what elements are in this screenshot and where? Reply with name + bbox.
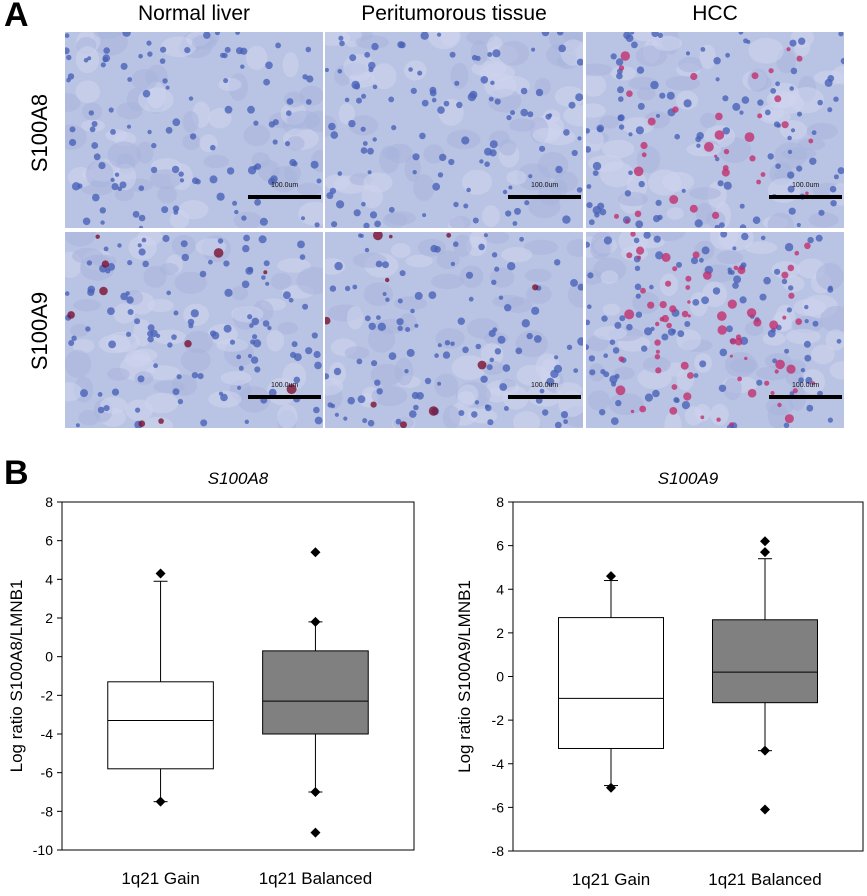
y-tick-label: 8	[496, 494, 504, 510]
scale-bar-label: 100.0um	[531, 182, 559, 189]
outlier-point	[310, 787, 321, 797]
y-tick-label: 4	[496, 581, 504, 597]
outlier-point	[606, 571, 616, 582]
scale-bar-label: 100.0um	[271, 382, 299, 389]
y-tick-label: 8	[45, 494, 53, 510]
scale-bar	[508, 195, 581, 199]
y-tick-label: -6	[492, 799, 505, 815]
box-1q21-gain	[107, 681, 214, 770]
scale-bar-label: 100.0um	[271, 182, 299, 189]
y-tick-label: 2	[45, 610, 53, 626]
y-axis-label: Log ratio S100A8/LMNB1	[7, 580, 26, 773]
column-title-peritumorous: Peritumorous tissue	[361, 2, 547, 25]
y-tick-label: -4	[492, 756, 505, 772]
box-plot-s100a9: S100A9 -8 -6 -4 -2 0 2 4 6 8 Log ratio S100A9/LMNB…	[455, 469, 864, 889]
x-category-label: 1q21 Balanced	[259, 869, 372, 888]
x-category-label: 1q21 Balanced	[708, 870, 821, 889]
histology-image-s100a9-3: 100.0um	[586, 232, 844, 428]
column-title-hcc: HCC	[692, 2, 738, 25]
y-tick-label: -8	[492, 843, 505, 859]
x-category-label: 1q21 Gain	[121, 869, 199, 888]
y-tick-label: -2	[41, 687, 54, 703]
y-axis-label: Log ratio S100A9/LMNB1	[455, 580, 474, 773]
outlier-point	[155, 568, 166, 579]
panel-a-letter: A	[4, 0, 29, 34]
outlier-point	[760, 745, 770, 756]
row-label-s100a9: S100A9	[27, 291, 52, 371]
y-tick-label: -6	[41, 765, 54, 781]
outlier-point	[760, 804, 770, 815]
box-plot-s100a8: S100A8 -10 -8 -6 -4 -2 0 2 4 6 8 Log ratio S100A8/L…	[7, 469, 415, 888]
histology-image-s100a9-1: 100.0um	[65, 232, 323, 428]
y-tick-label: 6	[45, 533, 53, 549]
scale-bar	[248, 195, 321, 199]
box-1q21-balanced	[262, 650, 369, 735]
y-tick-label: 2	[496, 625, 504, 641]
histology-image-s100a8-3: 100.0um	[586, 32, 844, 228]
y-tick-label: 0	[496, 669, 504, 685]
box-1q21-balanced	[712, 619, 818, 704]
scale-bar-label: 100.0um	[792, 182, 820, 189]
y-tick-label: 6	[496, 538, 504, 554]
histology-image-s100a8-1: 100.0um	[65, 32, 323, 228]
row-label-s100a8: S100A8	[27, 93, 52, 173]
chart-title: S100A9	[658, 469, 719, 488]
scale-bar	[508, 395, 581, 399]
scale-bar	[248, 395, 321, 399]
y-tick-label: -4	[41, 726, 54, 742]
scale-bar	[769, 195, 842, 199]
x-category-label: 1q21 Gain	[572, 870, 650, 889]
plot-frame	[61, 501, 415, 851]
y-tick-label: 0	[45, 649, 53, 665]
histology-image-s100a8-2: 100.0um	[325, 32, 583, 228]
outlier-point	[310, 547, 321, 558]
outlier-point	[310, 616, 321, 627]
outlier-point	[155, 796, 166, 807]
histology-image-s100a9-2: 100.0um	[325, 232, 583, 428]
scale-bar	[769, 395, 842, 399]
outlier-point	[606, 782, 616, 793]
y-tick-label: -10	[33, 842, 53, 858]
outlier-point	[310, 827, 321, 838]
scale-bar-label: 100.0um	[792, 382, 820, 389]
chart-title: S100A8	[208, 469, 269, 488]
outlier-point	[760, 547, 770, 558]
scale-bar-label: 100.0um	[531, 382, 559, 389]
y-tick-label: -8	[41, 803, 54, 819]
column-title-normal-liver: Normal liver	[137, 2, 250, 25]
box-1q21-gain	[558, 617, 664, 749]
outlier-point	[760, 536, 770, 547]
panel-b-letter: B	[4, 454, 29, 492]
y-tick-label: 4	[45, 571, 53, 587]
y-tick-label: -2	[492, 712, 505, 728]
